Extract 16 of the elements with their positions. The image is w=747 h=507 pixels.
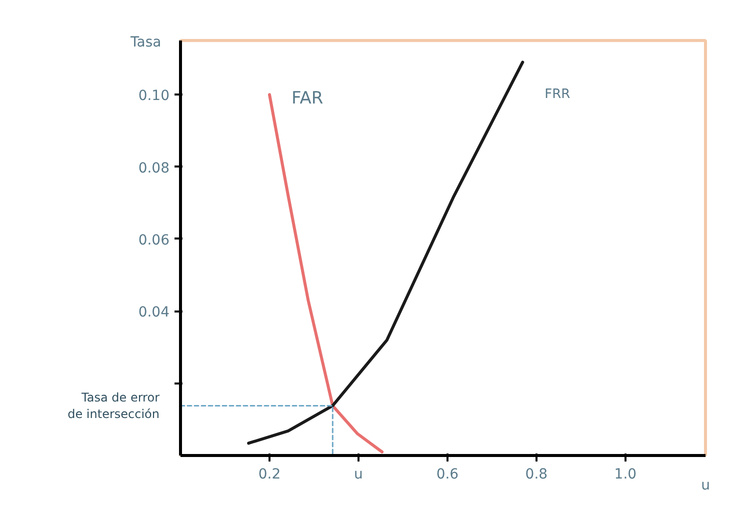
- text: FRR: [544, 87, 570, 102]
- y-tick-label: 0.08: [138, 160, 170, 176]
- x-tick-label: 0.8: [525, 466, 548, 482]
- x-tick-label: 1.0: [614, 466, 637, 482]
- x-tick-label: u: [354, 466, 363, 482]
- line-series: [268, 93, 384, 454]
- y-tick-label: 0.10: [138, 88, 170, 104]
- text: Tasa de error de intersección: [68, 390, 160, 422]
- line-series: [247, 60, 524, 445]
- x-tick-label: 0.6: [436, 466, 459, 482]
- series-label: FAR: [291, 88, 324, 109]
- x-tick-label: 0.2: [258, 466, 281, 482]
- y-tick-label: 0.04: [138, 304, 170, 321]
- x-axis-title: u: [701, 478, 710, 494]
- y-axis-title: Tasa: [130, 34, 162, 50]
- y-tick-label: 0.06: [138, 232, 170, 248]
